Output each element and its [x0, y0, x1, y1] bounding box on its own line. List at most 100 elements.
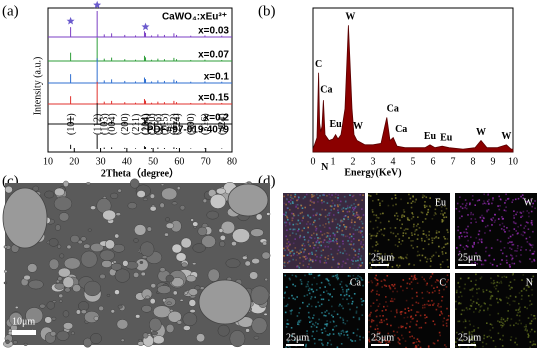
map-speck	[293, 214, 296, 217]
map-speck	[520, 224, 522, 227]
map-speck	[382, 259, 385, 262]
map-speck	[310, 266, 312, 269]
map-speck	[288, 297, 290, 299]
particle	[57, 276, 63, 281]
particle	[44, 190, 55, 199]
map-speck	[328, 240, 330, 243]
map-speck	[431, 273, 434, 275]
map-speck	[352, 316, 355, 319]
map-speck	[308, 263, 310, 265]
map-speck	[376, 232, 379, 235]
map-speck	[409, 325, 411, 328]
map-speck	[312, 208, 314, 211]
map-speck	[292, 223, 295, 226]
map-speck	[522, 210, 525, 213]
map-speck	[342, 220, 344, 223]
map-speck	[319, 261, 322, 264]
map-speck	[337, 194, 340, 196]
map-speck	[455, 300, 457, 303]
map-speck	[298, 266, 301, 269]
map-speck	[465, 245, 468, 247]
map-speck	[490, 291, 492, 293]
map-speck	[304, 196, 306, 198]
peak-label: C	[315, 59, 322, 70]
map-speck	[284, 305, 286, 308]
map-speck	[371, 234, 373, 237]
element-label: Eu	[435, 197, 446, 208]
map-speck	[516, 247, 519, 250]
map-speck	[317, 301, 320, 304]
map-speck	[489, 254, 491, 257]
map-speck	[344, 249, 346, 252]
map-speck	[385, 339, 388, 342]
map-speck	[345, 289, 348, 291]
map-speck	[413, 337, 415, 339]
particle	[44, 316, 52, 324]
map-speck	[469, 203, 471, 206]
map-speck	[509, 241, 511, 243]
map-speck	[475, 273, 477, 276]
map-speck	[433, 302, 435, 305]
hkl-label: (215)	[160, 113, 171, 135]
map-speck	[400, 243, 402, 245]
particle	[117, 188, 122, 193]
particle	[190, 218, 194, 222]
map-speck	[523, 227, 525, 229]
map-speck	[353, 243, 355, 245]
particle	[114, 268, 130, 283]
map-speck	[294, 228, 296, 231]
particle	[139, 260, 144, 264]
map-speck	[510, 286, 512, 289]
map-speck	[343, 218, 345, 220]
map-speck	[283, 255, 285, 257]
map-speck	[462, 246, 465, 248]
scale-label: 25μm	[286, 332, 309, 343]
map-speck	[310, 325, 313, 328]
map-speck	[387, 262, 390, 265]
map-speck	[525, 284, 528, 287]
map-speck	[377, 217, 380, 219]
map-speck	[315, 227, 318, 230]
map-speck	[471, 289, 473, 292]
map-speck	[511, 244, 514, 246]
scale-bar	[12, 330, 36, 335]
map-speck	[459, 196, 461, 198]
map-speck	[429, 277, 431, 280]
map-speck	[298, 320, 300, 322]
map-speck	[440, 213, 442, 215]
map-speck	[510, 336, 513, 338]
map-speck	[521, 294, 523, 297]
map-speck	[505, 206, 507, 208]
map-speck	[292, 297, 295, 300]
map-speck	[493, 279, 495, 282]
map-speck	[432, 304, 434, 306]
map-speck	[298, 228, 300, 230]
map-speck	[472, 295, 474, 298]
map-speck	[346, 258, 348, 260]
particle	[64, 287, 71, 293]
map-speck	[409, 321, 412, 323]
particle	[85, 182, 91, 186]
map-speck	[472, 338, 474, 341]
map-speck	[372, 302, 375, 304]
map-speck	[409, 283, 411, 285]
map-speck	[323, 262, 326, 264]
map-speck	[342, 291, 344, 293]
map-speck	[369, 313, 371, 316]
map-speck	[467, 214, 469, 216]
map-speck	[519, 311, 521, 313]
map-speck	[459, 291, 462, 294]
map-speck	[411, 318, 413, 320]
map-speck	[476, 292, 478, 294]
map-speck	[518, 308, 521, 310]
map-speck	[301, 244, 304, 247]
map-speck	[335, 240, 338, 243]
map-speck	[291, 232, 294, 234]
particle	[99, 273, 106, 280]
map-speck	[328, 334, 330, 337]
map-speck	[350, 243, 352, 246]
map-speck	[302, 215, 305, 218]
particle	[80, 309, 87, 314]
map-speck	[389, 288, 392, 290]
particle	[232, 228, 250, 243]
